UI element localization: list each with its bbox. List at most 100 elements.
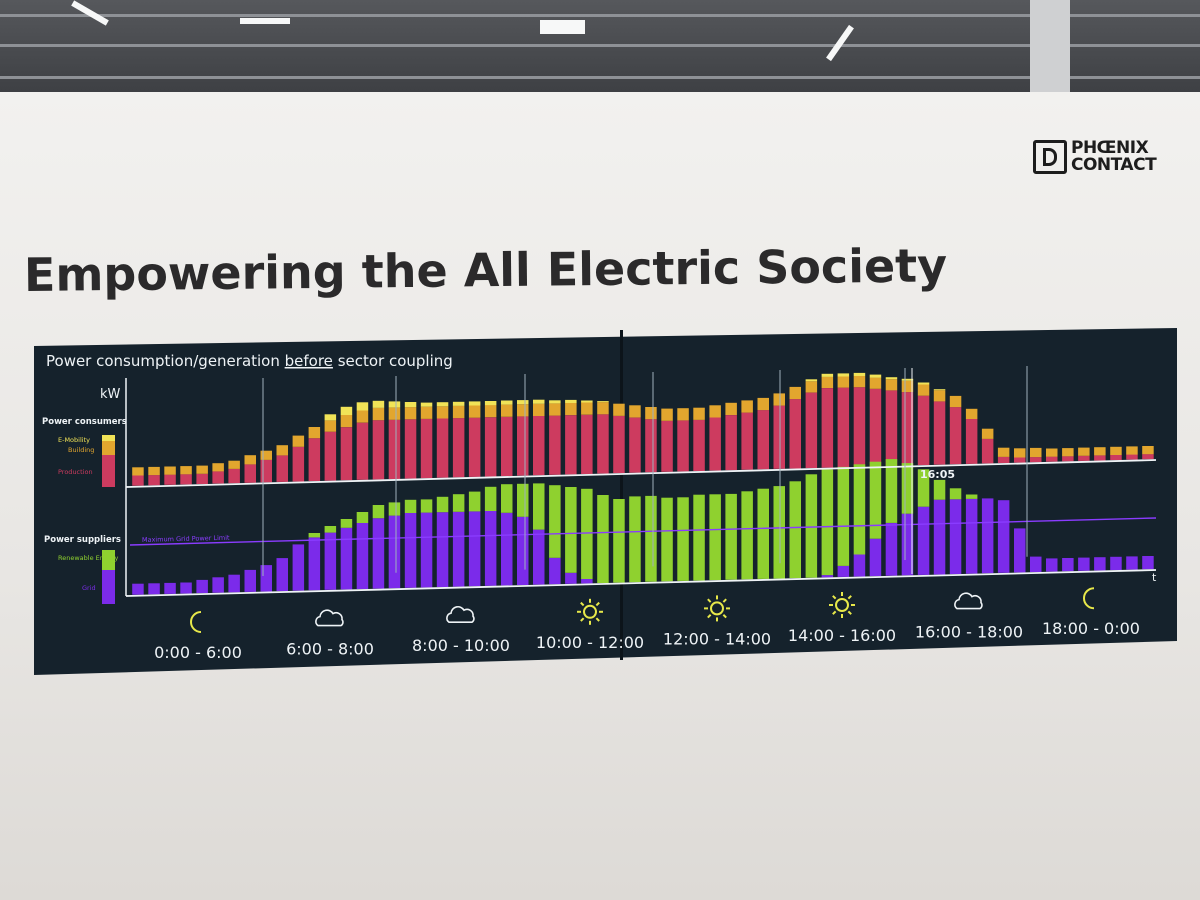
legend-renewable: Renewable Energy <box>58 554 119 562</box>
period-label: 10:00 - 12:00 <box>536 633 644 652</box>
building-bar <box>1126 446 1138 455</box>
grid-bar <box>180 582 192 594</box>
renewable-bar <box>949 488 962 500</box>
phoenix-contact-logo: PHŒNIX CONTACT <box>1033 138 1157 176</box>
production-bar <box>1014 457 1026 463</box>
grid-bar <box>1126 556 1138 570</box>
building-bar <box>452 405 465 419</box>
grid-bar <box>901 513 914 576</box>
grid-bar <box>837 565 850 577</box>
grid-bar <box>132 583 144 595</box>
building-bar <box>148 466 160 476</box>
building-bar <box>1062 448 1074 457</box>
emobility-bar <box>356 402 369 411</box>
building-bar <box>244 455 256 465</box>
renewable-bar <box>356 512 369 523</box>
moon-icon <box>1083 587 1095 610</box>
building-bar <box>1110 446 1122 455</box>
building-bar <box>484 405 497 418</box>
building-bar <box>661 408 673 421</box>
suppliers-bars <box>132 459 1154 595</box>
building-bar <box>260 450 272 460</box>
grid-bar <box>244 569 256 592</box>
building-bar <box>613 403 625 416</box>
renewable-bar <box>773 486 785 579</box>
renewable-bar <box>789 481 801 579</box>
cloud-icon <box>954 592 983 610</box>
building-bar <box>565 402 577 416</box>
production-bar <box>1030 457 1042 463</box>
building-bar <box>436 406 449 419</box>
building-bar <box>196 465 208 474</box>
building-bar <box>645 407 657 420</box>
renewable-bar <box>853 464 866 555</box>
building-bar <box>805 381 818 393</box>
grid-bar <box>533 529 545 585</box>
production-bar <box>1046 456 1058 462</box>
grid-bar <box>581 579 593 584</box>
production-bar <box>180 474 192 485</box>
production-bar <box>1078 455 1090 461</box>
grid-bar <box>1062 558 1074 572</box>
renewable-bar <box>372 505 385 519</box>
grid-bar <box>308 537 321 591</box>
renewable-bar <box>741 491 753 580</box>
building-bar <box>468 405 481 418</box>
building-bar <box>1014 448 1026 458</box>
production-bar <box>340 427 353 481</box>
grid-limit-line <box>129 517 1157 546</box>
renewable-bar <box>917 469 930 507</box>
sun-icon <box>704 595 730 622</box>
grid-bar <box>260 565 272 592</box>
emobility-bar <box>372 400 385 408</box>
production-bar <box>372 420 385 480</box>
renewable-bar <box>629 496 641 583</box>
production-bar <box>869 388 882 467</box>
renewable-bar <box>501 484 513 513</box>
emobility-bar <box>581 400 593 403</box>
period-label: 18:00 - 0:00 <box>1042 619 1140 638</box>
emobility-bar <box>549 400 561 404</box>
renewable-bar <box>965 494 978 499</box>
production-bar <box>164 474 176 485</box>
ceiling-truss <box>0 44 1200 47</box>
production-bar <box>1062 456 1074 462</box>
production-bar <box>292 446 305 482</box>
production-bar <box>468 417 481 477</box>
legend-swatch-renewable <box>102 550 115 570</box>
grid-bar <box>388 515 401 589</box>
legend-swatch-production <box>102 455 115 487</box>
building-bar <box>725 402 737 415</box>
production-bar <box>452 418 465 478</box>
renewable-bar <box>340 519 353 528</box>
production-bar <box>260 459 272 483</box>
production-bar <box>581 414 593 474</box>
renewable-bar <box>436 496 449 513</box>
grid-bar <box>1094 557 1106 571</box>
renewable-bar <box>388 502 401 516</box>
grid-bar <box>565 572 577 584</box>
period-dividers <box>262 366 1028 576</box>
building-bar <box>1046 448 1058 457</box>
renewable-bar <box>757 488 769 579</box>
consumers-baseline <box>125 459 1157 488</box>
production-bar <box>517 416 529 476</box>
period-label: 6:00 - 8:00 <box>286 640 374 659</box>
production-bar <box>837 387 850 468</box>
logo-line-1: PHŒNIX <box>1071 138 1149 158</box>
building-bar <box>1094 447 1106 456</box>
building-bar <box>757 397 769 411</box>
building-bar <box>501 404 513 417</box>
renewable-bar <box>869 461 882 539</box>
grid-bar <box>436 512 449 587</box>
building-bar <box>853 376 866 388</box>
ceiling-truss <box>0 76 1200 79</box>
building-bar <box>997 447 1010 457</box>
grid-bar <box>468 511 481 587</box>
emobility-bar <box>484 401 497 406</box>
grid-bar <box>228 574 240 593</box>
grid-bar <box>484 511 497 586</box>
building-bar <box>1078 447 1090 456</box>
production-bar <box>276 455 288 482</box>
production-bar <box>196 473 208 484</box>
